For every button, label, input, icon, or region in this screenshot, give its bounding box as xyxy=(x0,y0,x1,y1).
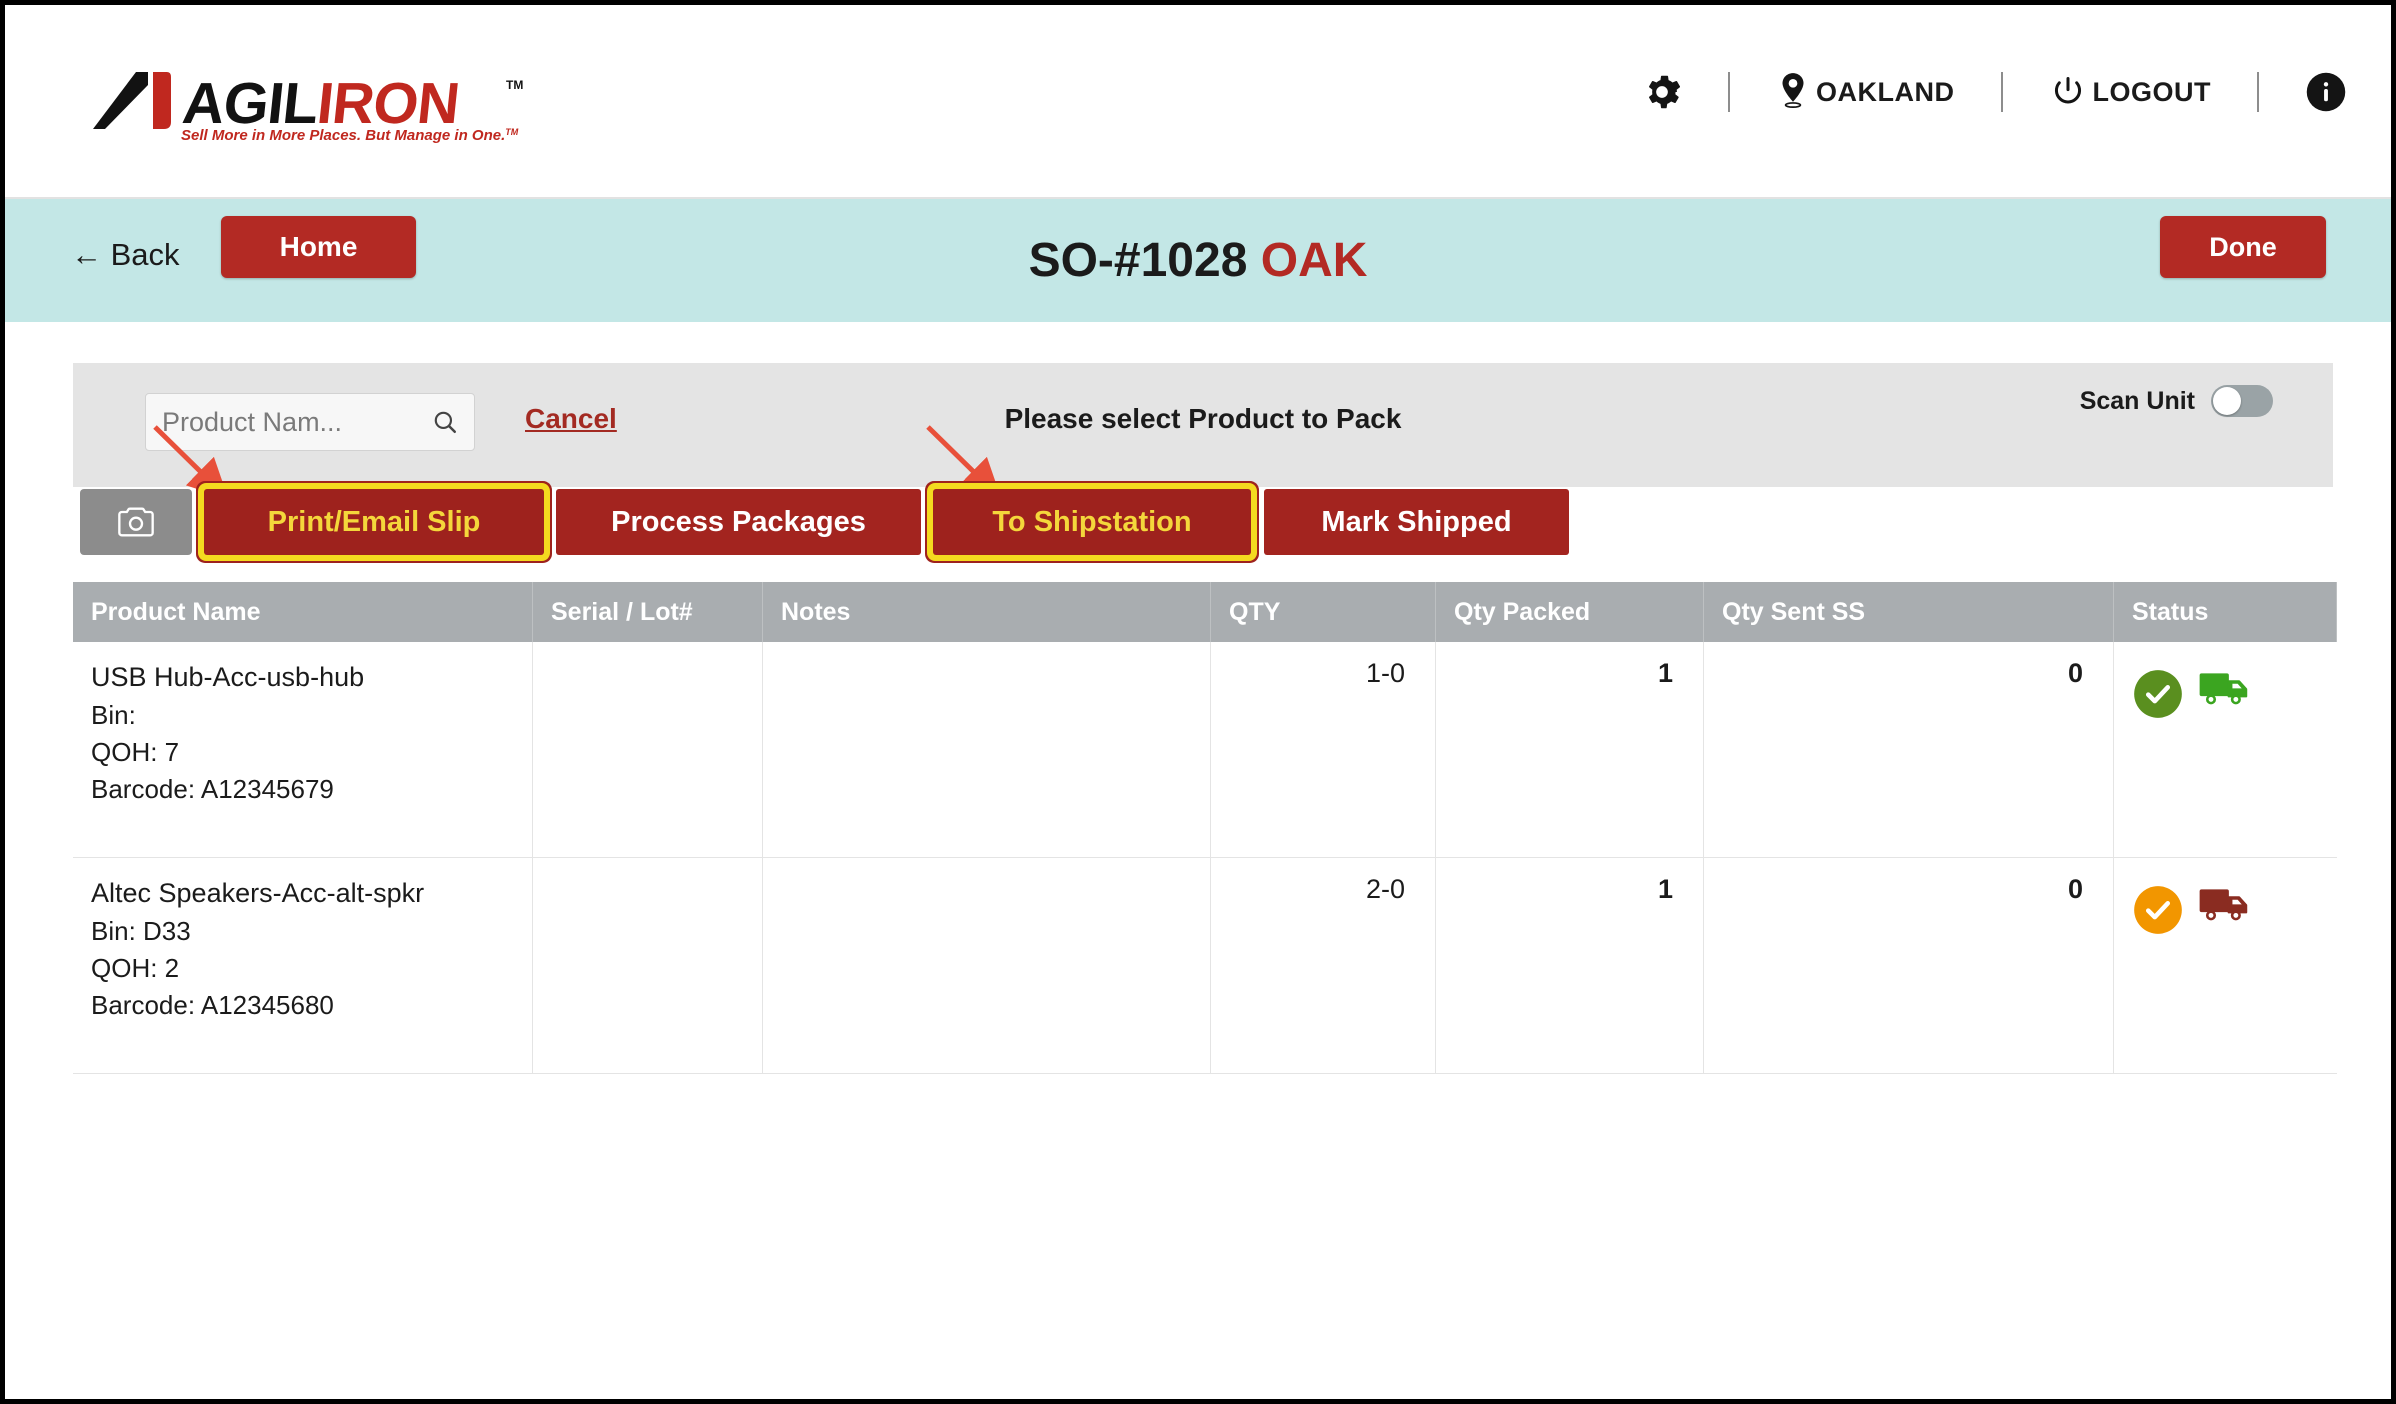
svg-text:TM: TM xyxy=(506,78,523,92)
svg-text:Sell More in More Places. But: Sell More in More Places. But Manage in … xyxy=(181,127,519,144)
